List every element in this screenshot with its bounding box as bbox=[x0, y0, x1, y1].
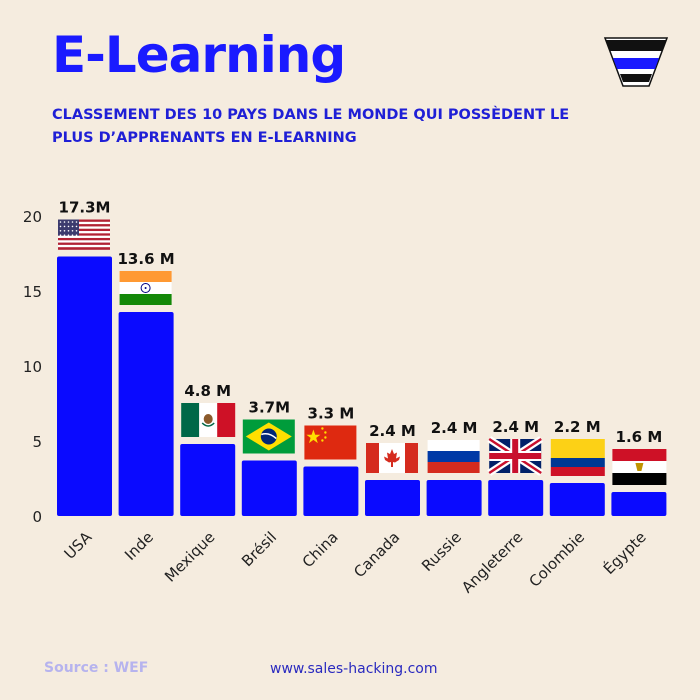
x-tick-label: Mexique bbox=[161, 528, 218, 585]
data-label: 17.3M bbox=[59, 199, 111, 217]
x-tick-label: Brésil bbox=[238, 528, 280, 570]
canada-flag-icon bbox=[366, 443, 418, 473]
website-link[interactable]: www.sales-hacking.com bbox=[270, 661, 438, 677]
usa-flag-icon bbox=[58, 219, 110, 250]
page-subtitle: CLASSEMENT DES 10 PAYS DANS LE MONDE QUI… bbox=[52, 107, 570, 146]
data-label: 3.7M bbox=[249, 399, 291, 417]
russia-flag-icon bbox=[427, 440, 480, 473]
bar-brésil bbox=[241, 460, 297, 516]
y-tick-label: 20 bbox=[23, 208, 42, 226]
mexico-flag-icon bbox=[181, 403, 236, 437]
uk-flag-icon bbox=[487, 436, 544, 476]
bar-russie bbox=[426, 480, 482, 516]
y-tick-label: 5 bbox=[32, 433, 42, 451]
brazil-flag-icon bbox=[242, 419, 295, 454]
data-label: 2.2 M bbox=[554, 418, 601, 436]
bar-usa bbox=[57, 256, 112, 516]
x-tick-label: Inde bbox=[121, 528, 157, 564]
x-tick-label: USA bbox=[61, 528, 96, 563]
bar-china bbox=[303, 466, 359, 516]
x-tick-label: Colombie bbox=[526, 528, 589, 591]
data-label: 1.6 M bbox=[616, 428, 663, 446]
data-label: 2.4 M bbox=[369, 422, 416, 440]
source-label: Source : WEF bbox=[44, 660, 149, 676]
bar-inde bbox=[118, 312, 174, 516]
funnel-logo-icon bbox=[603, 37, 669, 87]
bar-colombie bbox=[549, 483, 605, 516]
x-tick-label: Angleterre bbox=[458, 528, 526, 596]
y-tick-label: 15 bbox=[23, 283, 42, 301]
bar-canada bbox=[365, 480, 420, 516]
egypt-flag-icon bbox=[612, 449, 667, 485]
data-label: 13.6 M bbox=[118, 250, 175, 268]
data-label: 4.8 M bbox=[184, 382, 231, 400]
x-tick-label: Égypte bbox=[599, 527, 650, 578]
india-flag-icon bbox=[119, 271, 172, 305]
colombia-flag-icon bbox=[550, 439, 605, 476]
x-tick-label: China bbox=[299, 528, 342, 571]
bar-angleterre bbox=[488, 480, 544, 516]
data-label: 2.4 M bbox=[492, 418, 539, 436]
bar-chart: 0 5 10 15 20 17.3M USA 13.6 M Inde 4.8 M Mexique 3.… bbox=[23, 199, 667, 597]
x-tick-label: Russie bbox=[418, 528, 465, 575]
bar-mexique bbox=[180, 444, 236, 516]
bar-égypte bbox=[611, 492, 667, 516]
y-tick-label: 0 bbox=[32, 508, 42, 526]
y-tick-label: 10 bbox=[23, 358, 42, 376]
x-tick-label: Canada bbox=[350, 528, 403, 581]
page-title: E-Learning bbox=[52, 26, 346, 84]
china-flag-icon bbox=[304, 425, 357, 460]
data-label: 2.4 M bbox=[431, 419, 478, 437]
data-label: 3.3 M bbox=[308, 405, 355, 423]
